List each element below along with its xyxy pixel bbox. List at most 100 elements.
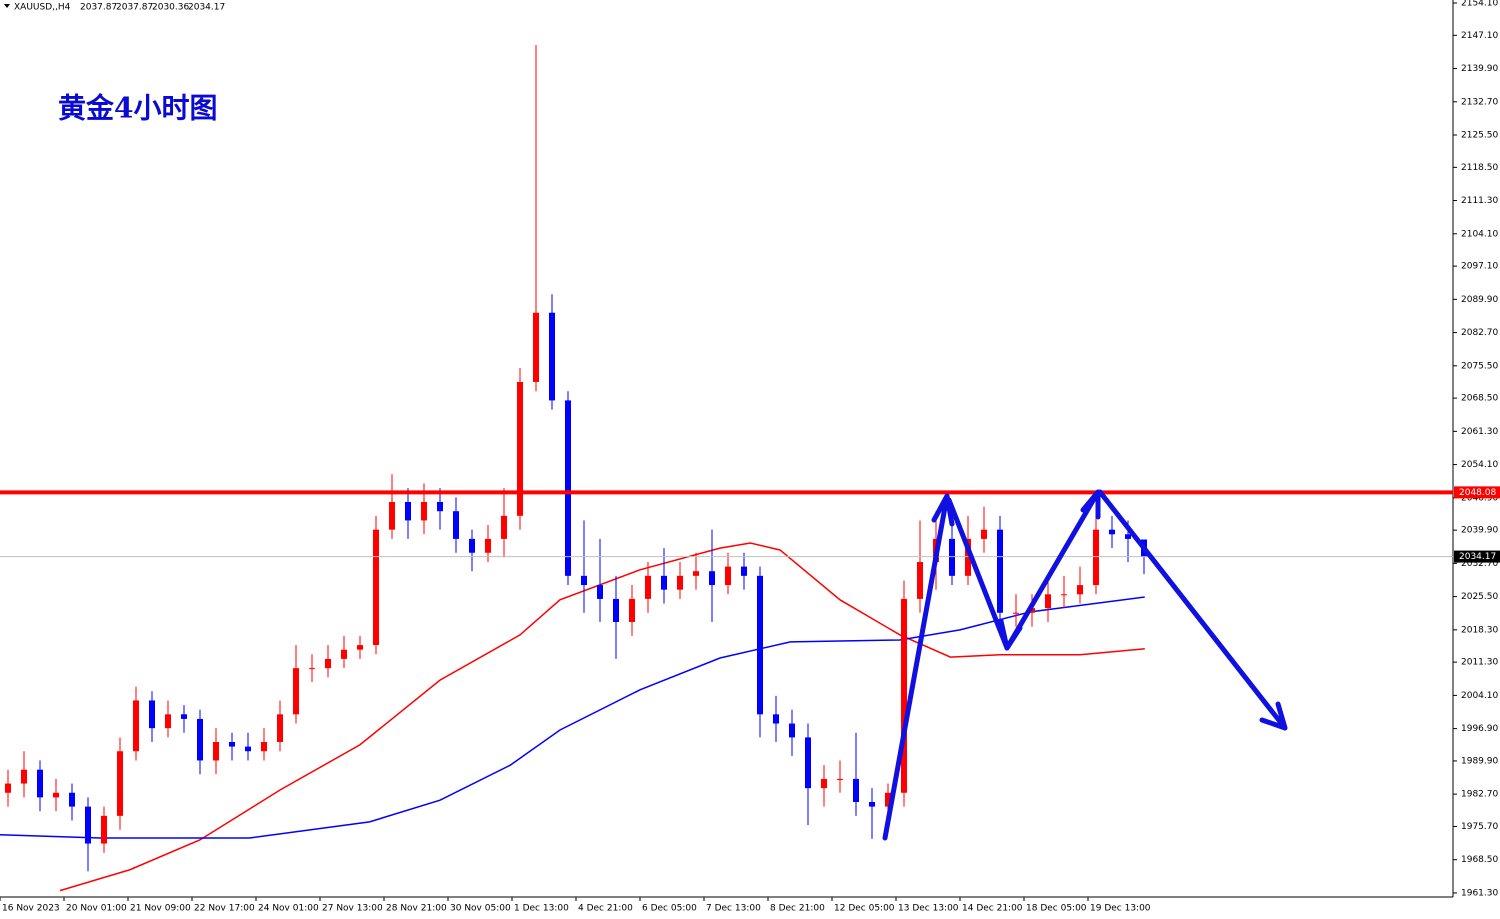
candle-body [469, 538, 475, 553]
y-tick-label: 1982.70 [1461, 790, 1498, 800]
candle-body [53, 792, 59, 798]
y-tick-label: 2139.90 [1461, 64, 1498, 74]
x-tick-label: 27 Nov 13:00 [322, 904, 383, 914]
y-tick-label: 2004.10 [1461, 691, 1498, 701]
candle-body [21, 769, 27, 784]
price-label-bg [1454, 486, 1500, 499]
candle-body [789, 723, 795, 738]
candle-body [37, 769, 43, 798]
candle-body [261, 741, 267, 752]
candle-body [549, 312, 555, 401]
candle-body [869, 802, 875, 807]
y-tick-label: 1961.30 [1461, 888, 1498, 898]
candle-body [405, 501, 411, 521]
candle-body [853, 778, 859, 803]
candle-body [309, 668, 315, 670]
candle-body [821, 778, 827, 789]
candle-body [437, 501, 443, 512]
candle-body [149, 700, 155, 729]
candle-body [69, 792, 75, 807]
x-tick-label: 20 Nov 01:00 [66, 904, 127, 914]
x-tick-label: 7 Dec 13:00 [706, 904, 761, 914]
y-tick-label: 2147.10 [1461, 31, 1498, 41]
y-tick-label: 2118.50 [1461, 163, 1498, 173]
menu-icon [4, 4, 10, 8]
price-label-bg [1454, 550, 1500, 563]
x-tick-label: 8 Dec 21:00 [770, 904, 825, 914]
candle-body [517, 381, 523, 516]
chart-title: 黄金4小时图 [58, 92, 217, 125]
candle-body [901, 598, 907, 793]
y-tick-label: 2018.30 [1461, 625, 1498, 635]
ohlc-high: 2037.87 [116, 3, 153, 13]
ohlc-open: 2037.87 [80, 3, 117, 13]
ohlc-low: 2030.36 [152, 3, 189, 13]
candle-body [389, 501, 395, 530]
candle-body [421, 501, 427, 521]
candle-body [293, 668, 299, 715]
y-tick-label: 2082.70 [1461, 328, 1498, 338]
candle-body [485, 538, 491, 553]
candle-body [229, 741, 235, 747]
arrow [882, 493, 955, 841]
candle-body [85, 806, 91, 844]
candle-body [277, 714, 283, 742]
candle-body [613, 598, 619, 622]
y-tick-label: 2075.50 [1461, 361, 1498, 371]
candle-body [597, 585, 603, 599]
x-tick-label: 24 Nov 01:00 [258, 904, 319, 914]
candle-body [629, 598, 635, 622]
y-tick-label: 2025.50 [1461, 592, 1498, 602]
candle-body [453, 511, 459, 539]
candle-body [949, 538, 955, 576]
price-label: 2034.17 [1459, 552, 1496, 562]
x-tick-label: 30 Nov 05:00 [450, 904, 511, 914]
candle-body [1109, 529, 1115, 535]
y-tick-label: 2054.10 [1461, 460, 1498, 470]
candle-body [645, 575, 651, 599]
y-tick-label: 2068.50 [1461, 394, 1498, 404]
moving-average [0, 596, 1145, 839]
y-tick-label: 2125.50 [1461, 131, 1498, 141]
arrows [882, 489, 1288, 841]
candle-body [101, 815, 107, 844]
candle-body [661, 575, 667, 590]
x-tick-label: 16 Nov 2023 [2, 904, 60, 914]
candle-body [501, 515, 507, 539]
candle-body [1029, 608, 1035, 613]
y-tick-label: 2104.10 [1461, 229, 1498, 239]
candle-body [133, 700, 139, 752]
candle-body [1013, 612, 1019, 614]
candle-body [325, 658, 331, 669]
x-tick-label: 1 Dec 13:00 [514, 904, 569, 914]
candle-body [245, 746, 251, 752]
x-tick-label: 19 Dec 13:00 [1090, 904, 1151, 914]
y-tick-label: 2089.90 [1461, 295, 1498, 305]
candle-body [213, 741, 219, 761]
x-tick-label: 14 Dec 21:00 [962, 904, 1023, 914]
candle-body [981, 529, 987, 539]
candle-body [181, 714, 187, 719]
y-tick-label: 1975.70 [1461, 822, 1498, 832]
y-tick-label: 2032.70 [1461, 559, 1498, 569]
candle-body [5, 783, 11, 793]
x-tick-label: 18 Dec 05:00 [1026, 904, 1087, 914]
candle-body [1061, 594, 1067, 596]
candle-body [693, 571, 699, 576]
candle-body [373, 529, 379, 646]
candle-body [341, 649, 347, 659]
candle-body [965, 538, 971, 576]
x-tick-label: 12 Dec 05:00 [834, 904, 895, 914]
x-tick-label: 4 Dec 21:00 [578, 904, 633, 914]
arrow [1097, 489, 1288, 731]
x-tick-label: 13 Dec 13:00 [898, 904, 959, 914]
y-tick-label: 1996.90 [1461, 724, 1498, 734]
y-tick-label: 2011.30 [1461, 658, 1498, 668]
candle-body [997, 529, 1003, 613]
candle-body [1093, 529, 1099, 586]
candle-body [917, 561, 923, 599]
candle-body [117, 751, 123, 816]
candle-body [837, 778, 843, 780]
y-tick-label: 1989.90 [1461, 756, 1498, 766]
